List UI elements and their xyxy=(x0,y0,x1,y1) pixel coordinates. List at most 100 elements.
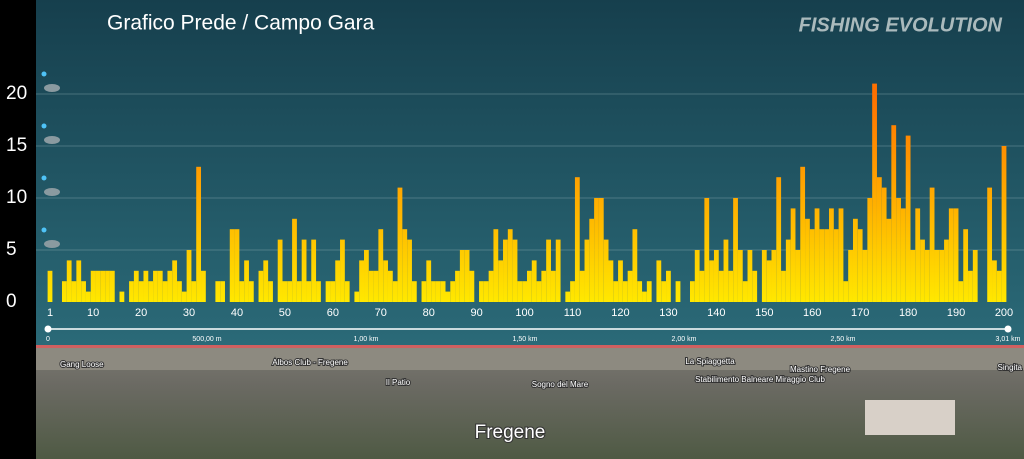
bar xyxy=(642,291,647,302)
bar xyxy=(996,270,1002,302)
bar xyxy=(95,270,101,302)
bar xyxy=(848,250,853,302)
bar xyxy=(527,270,532,302)
bar xyxy=(263,260,269,302)
bar xyxy=(383,260,388,302)
bar xyxy=(920,239,925,302)
bar xyxy=(862,250,868,302)
bar xyxy=(570,281,575,302)
bar xyxy=(737,250,743,302)
bar xyxy=(248,281,254,302)
bar xyxy=(550,270,556,302)
bar xyxy=(411,281,417,302)
bar xyxy=(296,281,302,302)
scale-label: 2,00 km xyxy=(672,336,697,343)
map-label: Sogno del Mare xyxy=(532,380,589,389)
x-tick-label: 80 xyxy=(423,307,435,319)
scale-label: 3,01 km xyxy=(996,336,1021,343)
bar xyxy=(661,281,667,302)
bar xyxy=(891,125,897,302)
bar xyxy=(450,281,456,302)
bar xyxy=(646,281,652,302)
bar xyxy=(148,281,154,302)
place-label: Fregene xyxy=(475,422,546,443)
x-tick-label: 170 xyxy=(851,307,869,319)
bar xyxy=(186,250,192,302)
bar xyxy=(872,83,877,302)
bar xyxy=(292,218,297,302)
bar xyxy=(402,229,408,302)
scale-label: 500,00 m xyxy=(192,336,221,343)
bar xyxy=(244,260,249,302)
bar xyxy=(934,250,940,302)
y-tick-label: 15 xyxy=(6,135,27,156)
bar xyxy=(776,177,782,302)
x-tick-label: 150 xyxy=(755,307,773,319)
bar xyxy=(555,239,561,302)
bar xyxy=(512,239,518,302)
bar xyxy=(886,218,892,302)
x-tick-label: 40 xyxy=(231,307,243,319)
scale-label: 2,50 km xyxy=(831,336,856,343)
bar xyxy=(330,281,336,302)
bar xyxy=(435,281,441,302)
x-tick-label: 20 xyxy=(135,307,147,319)
bar xyxy=(522,281,527,302)
bar xyxy=(138,281,144,302)
bar xyxy=(268,281,273,302)
x-tick-label: 190 xyxy=(947,307,965,319)
y-tick-label: 20 xyxy=(6,83,27,104)
bar xyxy=(637,281,643,302)
logo: FISHING EVOLUTION xyxy=(799,14,1003,36)
bar xyxy=(81,281,86,302)
bar xyxy=(119,291,125,302)
x-tick-label: 200 xyxy=(995,307,1013,319)
bar xyxy=(546,239,551,302)
y-tick-label: 5 xyxy=(6,239,17,260)
bar xyxy=(143,270,149,302)
bar xyxy=(109,270,115,302)
bar xyxy=(378,229,384,302)
bar xyxy=(455,270,460,302)
bar xyxy=(761,250,767,302)
bar xyxy=(167,270,173,302)
bar xyxy=(464,250,470,302)
bar xyxy=(589,218,595,302)
bubble-icon xyxy=(41,175,47,181)
fish-icon xyxy=(44,240,60,248)
bar xyxy=(344,281,350,302)
map-label: Mastino Fregene xyxy=(790,365,851,374)
bar xyxy=(929,187,935,302)
x-tick-label: 30 xyxy=(183,307,195,319)
x-tick-label: 160 xyxy=(803,307,821,319)
bar xyxy=(857,229,863,302)
bar xyxy=(1001,146,1007,302)
coastline xyxy=(36,345,1024,348)
x-tick-label: 50 xyxy=(279,307,291,319)
bar xyxy=(488,270,494,302)
bar xyxy=(565,291,571,302)
bar xyxy=(364,250,369,302)
bar xyxy=(316,281,321,302)
bar xyxy=(699,270,705,302)
bar xyxy=(177,281,182,302)
bar xyxy=(910,250,916,302)
x-tick-label: 180 xyxy=(899,307,917,319)
bar xyxy=(287,281,293,302)
bubble-icon xyxy=(41,123,47,129)
bar xyxy=(953,208,959,302)
bar xyxy=(459,250,465,302)
bar xyxy=(795,250,801,302)
bar xyxy=(311,239,317,302)
bar xyxy=(694,250,700,302)
bar xyxy=(66,260,72,302)
bar xyxy=(258,270,264,302)
bar xyxy=(196,166,202,302)
map-label: Albos Club - Fregene xyxy=(272,358,348,367)
bar xyxy=(239,281,245,302)
bar xyxy=(282,281,288,302)
bar xyxy=(479,281,484,302)
x-tick-label: 140 xyxy=(707,307,725,319)
bar xyxy=(656,260,662,302)
bar xyxy=(666,270,671,302)
